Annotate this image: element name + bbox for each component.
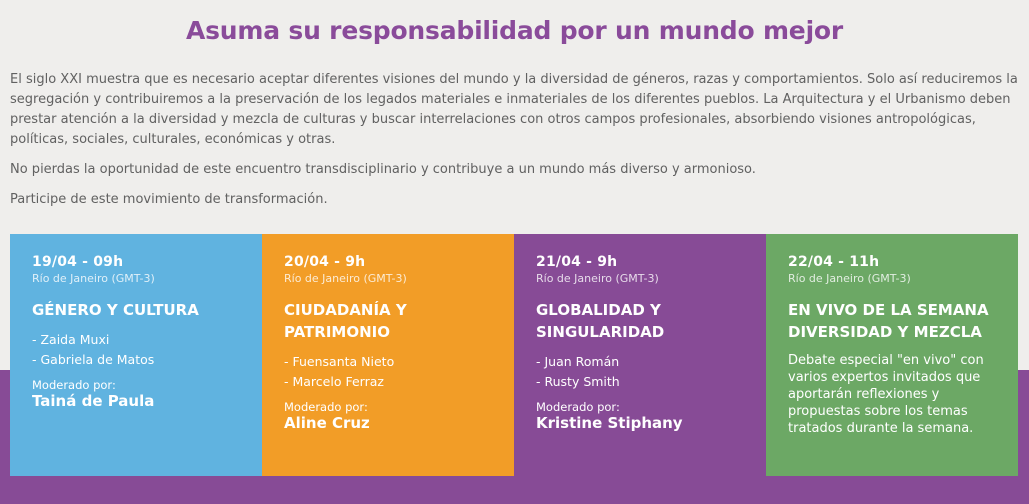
session-timezone: Río de Janeiro (GMT-3) (536, 272, 659, 285)
moderator-name: Aline Cruz (284, 414, 370, 432)
session-card-ciudadania[interactable]: 20/04 - 9h Río de Janeiro (GMT-3) CIUDAD… (262, 234, 514, 476)
moderator-name: Kristine Stiphany (536, 414, 683, 432)
intro-paragraph: Participe de este movimiento de transfor… (10, 192, 328, 207)
moderator-name: Tainá de Paula (32, 392, 155, 410)
session-timezone: Río de Janeiro (GMT-3) (284, 272, 407, 285)
session-date: 22/04 - 11h (788, 254, 880, 270)
session-date: 21/04 - 9h (536, 254, 618, 270)
session-cards: 19/04 - 09h Río de Janeiro (GMT-3) GÉNER… (10, 234, 1018, 476)
speaker-list: - Zaida Muxi - Gabriela de Matos (32, 330, 254, 370)
intro-paragraph: No pierdas la oportunidad de este encuen… (10, 162, 756, 177)
intro-paragraph: El siglo XXI muestra que es necesario ac… (10, 72, 1018, 147)
session-title: GÉNERO Y CULTURA (32, 301, 199, 319)
session-card-en-vivo[interactable]: 22/04 - 11h Río de Janeiro (GMT-3) EN VI… (766, 234, 1018, 476)
session-timezone: Río de Janeiro (GMT-3) (788, 272, 911, 285)
intro-text: El siglo XXI muestra que es necesario ac… (10, 70, 1020, 220)
moderator-label: Moderado por: (32, 378, 116, 392)
session-date: 20/04 - 9h (284, 254, 366, 270)
speaker-list: - Fuensanta Nieto - Marcelo Ferraz (284, 352, 506, 392)
page-title: Asuma su responsabilidad por un mundo me… (185, 16, 844, 45)
session-title: EN VIVO DE LA SEMANA DIVERSIDAD Y MEZCLA (788, 301, 989, 341)
speaker-item: - Marcelo Ferraz (284, 374, 384, 389)
speaker-item: - Zaida Muxi (32, 332, 110, 347)
moderator-label: Moderado por: (284, 400, 368, 414)
speaker-item: - Juan Román (536, 354, 620, 369)
speaker-list: - Juan Román - Rusty Smith (536, 352, 758, 392)
session-description: Debate especial "en vivo" con varios exp… (788, 353, 984, 436)
speaker-item: - Fuensanta Nieto (284, 354, 395, 369)
session-timezone: Río de Janeiro (GMT-3) (32, 272, 155, 285)
session-card-genero[interactable]: 19/04 - 09h Río de Janeiro (GMT-3) GÉNER… (10, 234, 262, 476)
session-card-globalidad[interactable]: 21/04 - 9h Río de Janeiro (GMT-3) GLOBAL… (514, 234, 766, 476)
session-title: CIUDADANÍA Y PATRIMONIO (284, 301, 407, 341)
session-title: GLOBALIDAD Y SINGULARIDAD (536, 301, 665, 341)
session-date: 19/04 - 09h (32, 254, 124, 270)
speaker-item: - Rusty Smith (536, 374, 620, 389)
moderator-label: Moderado por: (536, 400, 620, 414)
speaker-item: - Gabriela de Matos (32, 352, 155, 367)
